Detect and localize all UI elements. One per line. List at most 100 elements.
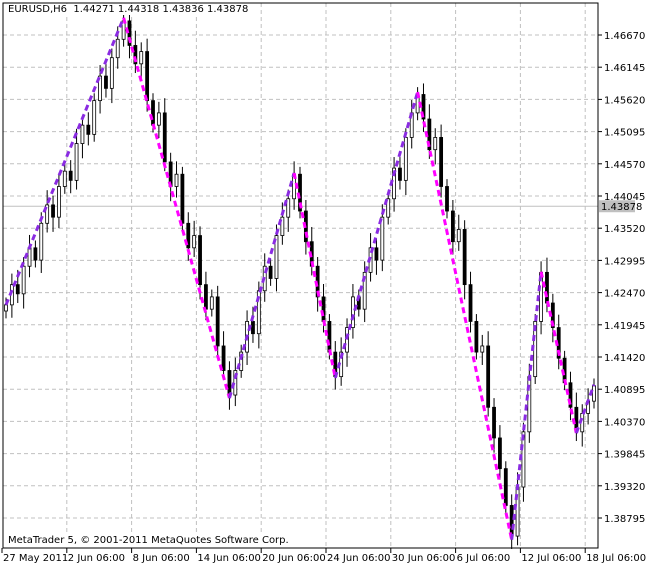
x-tick-label: 2 Jun 06:00 (68, 553, 125, 564)
candle-body (327, 321, 332, 353)
bid-label-bg (599, 200, 635, 213)
candle-body (215, 296, 220, 347)
y-tick-label: 1.38795 (604, 514, 645, 525)
candle-body (192, 235, 197, 249)
zigzag-segment (539, 271, 578, 434)
candle-body (450, 210, 455, 243)
candle-body (498, 437, 502, 470)
x-tick-label: 6 Jul 06:00 (457, 553, 511, 564)
candle-body (221, 345, 226, 371)
copyright-label: MetaTrader 5, © 2001-2011 MetaQuotes Sof… (6, 535, 291, 546)
candle-body (151, 100, 155, 126)
candle-body (156, 112, 161, 126)
candle-body (274, 235, 279, 279)
candle-body (468, 284, 473, 322)
candle-body (445, 186, 449, 212)
candle-body (209, 296, 214, 310)
y-tick-label: 1.43520 (604, 224, 645, 235)
candle-body (21, 265, 26, 295)
candle-body (433, 137, 438, 151)
candle-body (204, 284, 208, 310)
candle-body (398, 167, 402, 181)
candle-body (227, 370, 232, 396)
candle-body (456, 229, 461, 243)
candle-body (568, 382, 573, 408)
y-tick-label: 1.42470 (604, 289, 645, 300)
candle-body (45, 204, 50, 224)
candle-body (198, 235, 202, 286)
candle-body (345, 327, 349, 353)
candle-body (62, 170, 67, 187)
y-tick-label: 1.44045 (604, 192, 645, 203)
high-value: 1.44318 (117, 4, 160, 15)
candle-body (133, 45, 138, 65)
candle-body (51, 204, 55, 218)
y-tick-label: 1.41945 (604, 321, 645, 332)
candle-body (480, 345, 485, 353)
x-tick-label: 18 Jul 06:00 (586, 553, 646, 564)
zigzag-segment (574, 384, 596, 434)
candle-body (439, 137, 444, 187)
candle-body (321, 296, 326, 322)
candle-body (403, 137, 408, 181)
zigzag-segment (416, 91, 514, 541)
zigzag-segment (4, 17, 125, 306)
zigzag-segment (122, 17, 231, 399)
x-tick-label: 8 Jun 06:00 (133, 553, 190, 564)
x-tick-label: 14 Jun 06:00 (197, 553, 261, 564)
y-tick-label: 1.40895 (604, 385, 645, 396)
symbol-label: EURUSD,H6 (8, 4, 68, 15)
y-tick-label: 1.39845 (604, 450, 645, 461)
candle-body (74, 143, 79, 181)
open-value: 1.44271 (73, 4, 115, 15)
candle-body (251, 321, 255, 335)
candle-body (39, 222, 44, 261)
y-tick-label: 1.40370 (604, 417, 645, 428)
candle-body (592, 385, 596, 402)
candle-body (362, 271, 367, 310)
candle-body (57, 186, 61, 218)
candle-body (386, 198, 391, 218)
y-tick-label: 1.41420 (604, 353, 645, 364)
candle-body (33, 247, 38, 261)
x-tick-label: 12 Jul 06:00 (521, 553, 581, 564)
zigzag-segment (510, 271, 543, 540)
candle-body (268, 265, 273, 279)
x-tick-label: 20 Jun 06:00 (262, 553, 326, 564)
candle-body (509, 505, 514, 537)
candle-body (86, 124, 91, 135)
x-tick-label: 24 Jun 06:00 (327, 553, 391, 564)
bid-price-label: 1.43878 (601, 202, 642, 213)
candle-body (380, 216, 385, 261)
y-tick-label: 1.45620 (604, 95, 645, 106)
candle-body (280, 216, 285, 236)
x-tick-label: 27 May 2011 (3, 553, 68, 564)
candle-body (503, 468, 508, 506)
close-value: 1.43878 (207, 4, 249, 15)
candle-body (27, 247, 32, 267)
plot-border (2, 2, 599, 549)
candle-body (15, 284, 20, 295)
candle-body (545, 271, 549, 304)
y-tick-label: 1.45095 (604, 128, 645, 139)
candle-body (180, 173, 185, 224)
candle-body (104, 75, 108, 89)
candle-body (92, 100, 97, 135)
candle-body (80, 124, 85, 144)
candle-body (98, 75, 102, 102)
x-tick-label: 30 Jun 06:00 (392, 553, 456, 564)
y-tick-label: 1.46145 (604, 63, 645, 74)
candle-body (239, 351, 244, 371)
zigzag-segment (227, 172, 296, 399)
candle-body (139, 51, 144, 65)
candle-body (162, 112, 167, 163)
candle-body (286, 198, 291, 218)
chart-header: EURUSD,H6 1.44271 1.44318 1.43836 1.4387… (6, 4, 251, 15)
candle-body (145, 51, 150, 102)
y-tick-label: 1.42995 (604, 256, 645, 267)
candle-body (4, 304, 8, 312)
y-tick-label: 1.39320 (604, 482, 645, 493)
y-tick-label: 1.46670 (604, 31, 645, 42)
candle-body (109, 57, 114, 89)
